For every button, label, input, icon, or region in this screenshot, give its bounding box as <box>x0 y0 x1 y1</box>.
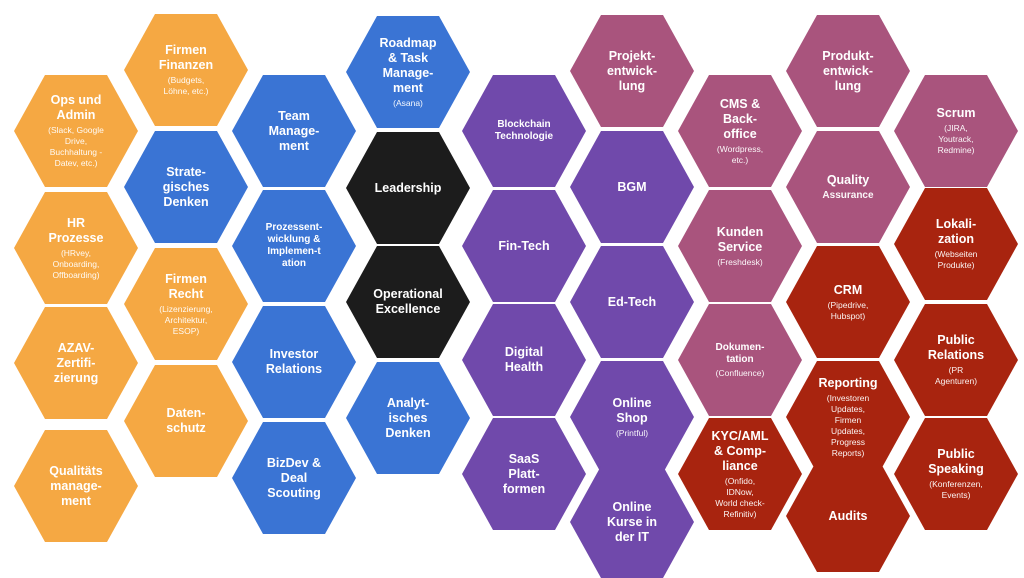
hex-subtitle: (Lizenzierung, Architektur, ESOP) <box>159 303 213 336</box>
hex-title: Firmen Finanzen <box>158 43 214 72</box>
hex-title: CRM <box>833 282 863 297</box>
hex-prozessentwicklung: Prozessent- wicklung & Implemen-t ation <box>232 190 356 302</box>
hex-subtitle: (Webseiten Produkte) <box>934 249 978 270</box>
hex-subtitle: (PR Agenturen) <box>934 365 978 386</box>
hex-title: KYC/AML & Comp- liance <box>711 428 769 473</box>
hex-title: BGM <box>617 179 647 194</box>
hex-firmen-recht: Firmen Recht (Lizenzierung, Architektur,… <box>124 248 248 360</box>
hex-online-shop: Online Shop (Printful) <box>570 361 694 473</box>
hex-crm: CRM (Pipedrive, Hubspot) <box>786 246 910 358</box>
hex-title: Digital Health <box>504 345 544 374</box>
hex-subtitle: (Slack, Google Drive, Buchhaltung - Date… <box>48 125 104 168</box>
hex-title: Strate- gisches Denken <box>162 164 210 209</box>
hex-title: Dokumen- tation <box>715 341 765 365</box>
hex-title: Fin-Tech <box>498 238 550 253</box>
hex-subtitle: (Asana) <box>393 97 423 108</box>
hex-title: Operational Excellence <box>373 287 443 316</box>
hex-bgm: BGM <box>570 131 694 243</box>
hex-title: Audits <box>828 508 868 523</box>
hex-audits: Audits <box>786 460 910 572</box>
hex-roadmap-task-management: Roadmap & Task Manage- ment (Asana) <box>346 16 470 128</box>
hex-subtitle: Assurance <box>822 190 874 201</box>
hex-title: AZAV- Zertifi- zierung <box>53 340 99 385</box>
hex-title: Team Manage- ment <box>268 108 320 153</box>
hex-qualitaetsmanagement: Qualitäts manage- ment <box>14 430 138 542</box>
hex-lokalization: Lokali- zation (Webseiten Produkte) <box>894 188 1018 300</box>
hex-quality-assurance: Quality Assurance <box>786 131 910 243</box>
hex-title: Public Relations <box>927 333 985 362</box>
hex-subtitle: (Freshdesk) <box>717 256 763 267</box>
hex-azav-zertifizierung: AZAV- Zertifi- zierung <box>14 307 138 419</box>
hex-dokumentation: Dokumen- tation (Confluence) <box>678 304 802 416</box>
hex-subtitle: (Confluence) <box>715 367 765 378</box>
hex-subtitle: (Printful) <box>615 427 649 438</box>
hex-subtitle: (Investoren Updates, Firmen Updates, Pro… <box>826 392 870 458</box>
hex-cms-backoffice: CMS & Back- office (Wordpress, etc.) <box>678 75 802 187</box>
hex-reporting: Reporting (Investoren Updates, Firmen Up… <box>786 361 910 473</box>
hex-datenschutz: Daten- schutz <box>124 365 248 477</box>
hex-kunden-service: Kunden Service (Freshdesk) <box>678 190 802 302</box>
hex-title: Lokali- zation <box>935 217 977 246</box>
hex-title: Analyt- isches Denken <box>385 395 431 440</box>
hex-analytisches-denken: Analyt- isches Denken <box>346 362 470 474</box>
hex-subtitle: (Wordpress, etc.) <box>716 143 764 165</box>
hex-public-speaking: Public Speaking (Konferenzen, Events) <box>894 418 1018 530</box>
hex-projektentwicklung: Projekt- entwick- lung <box>570 15 694 127</box>
hex-title: Firmen Recht <box>165 271 207 301</box>
hex-title: Projekt- entwick- lung <box>606 48 657 93</box>
hex-firmen-finanzen: Firmen Finanzen (Budgets, Löhne, etc.) <box>124 14 248 126</box>
hex-leadership: Leadership <box>346 132 470 244</box>
hex-title: Quality <box>826 173 870 187</box>
hex-title: Roadmap & Task Manage- ment <box>379 35 437 95</box>
hex-title: Produkt- entwick- lung <box>822 48 874 93</box>
hex-title: Ops und Admin <box>50 93 102 122</box>
hex-title: Investor Relations <box>265 347 323 376</box>
hex-title: Prozessent- wicklung & Implemen-t ation <box>265 222 323 269</box>
hex-title: Online Kurse in der IT <box>606 499 657 544</box>
hex-team-management: Team Manage- ment <box>232 75 356 187</box>
hex-title: BizDev & Deal Scouting <box>266 455 322 500</box>
hex-public-relations: Public Relations (PR Agenturen) <box>894 304 1018 416</box>
hex-investor-relations: Investor Relations <box>232 306 356 418</box>
hex-scrum: Scrum (JIRA, Youtrack, Redmine) <box>894 75 1018 187</box>
hex-subtitle: (Onfido, IDNow, World check- Refinitiv) <box>715 475 765 519</box>
hex-fin-tech: Fin-Tech <box>462 190 586 302</box>
hex-title: HR Prozesse <box>48 215 104 245</box>
hex-title: Scrum <box>936 106 976 120</box>
hex-title: Public Speaking <box>928 447 984 476</box>
hex-kyc-aml-compliance: KYC/AML & Comp- liance (Onfido, IDNow, W… <box>678 418 802 530</box>
hex-subtitle: (Budgets, Löhne, etc.) <box>163 75 209 96</box>
hex-subtitle: (Pipedrive, Hubspot) <box>827 299 869 321</box>
hex-title: Leadership <box>374 180 442 195</box>
hex-title: Blockchain Technologie <box>494 119 554 142</box>
hex-subtitle: (HRvey, Onboarding, Offboarding) <box>52 247 100 280</box>
hex-subtitle: (Konferenzen, Events) <box>929 479 983 500</box>
hex-saas-plattformen: SaaS Platt- formen <box>462 418 586 530</box>
hex-bizdev-deal-scouting: BizDev & Deal Scouting <box>232 422 356 534</box>
hex-digital-health: Digital Health <box>462 304 586 416</box>
hex-produktentwicklung: Produkt- entwick- lung <box>786 15 910 127</box>
hex-title: Kunden Service <box>716 224 764 254</box>
hex-ops-und-admin: Ops und Admin (Slack, Google Drive, Buch… <box>14 75 138 187</box>
hex-operational-excellence: Operational Excellence <box>346 246 470 358</box>
hex-blockchain-technologie: Blockchain Technologie <box>462 75 586 187</box>
hex-title: Ed-Tech <box>607 294 657 309</box>
hex-subtitle: (JIRA, Youtrack, Redmine) <box>937 123 975 155</box>
hex-title: CMS & Back- office <box>719 96 761 141</box>
hex-title: Reporting <box>818 375 878 390</box>
hex-title: Daten- schutz <box>166 406 206 435</box>
hex-strategisches-denken: Strate- gisches Denken <box>124 131 248 243</box>
hex-online-kurse-in-der-it: Online Kurse in der IT <box>570 466 694 578</box>
skills-hex-diagram: Firmen Finanzen (Budgets, Löhne, etc.) O… <box>14 14 1018 578</box>
hex-title: Qualitäts manage- ment <box>49 463 103 508</box>
hex-title: SaaS Platt- formen <box>502 451 546 496</box>
hex-title: Online Shop <box>612 395 652 425</box>
hex-hr-prozesse: HR Prozesse (HRvey, Onboarding, Offboard… <box>14 192 138 304</box>
hex-ed-tech: Ed-Tech <box>570 246 694 358</box>
